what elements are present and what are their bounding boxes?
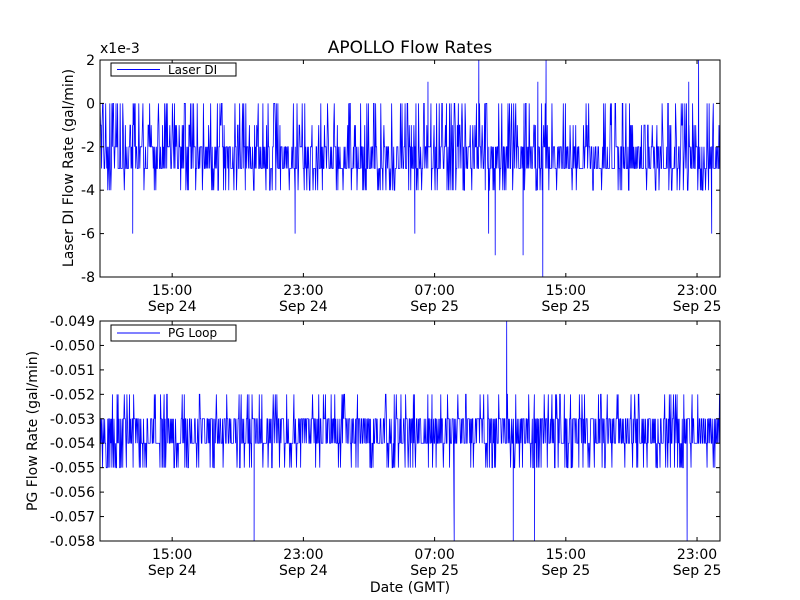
laser-di-y-ticks: 2 0 -2 -4 -6 -8 — [81, 53, 720, 286]
pg-loop-series-line — [100, 321, 720, 541]
pg-loop-y-axis-label: PG Flow Rate (gal/min) — [25, 351, 41, 511]
laser-di-x-tick-time: 23:00 — [677, 283, 717, 299]
pg-loop-axes-frame — [99, 320, 721, 542]
pg-loop-x-tick-date: Sep 25 — [673, 563, 722, 579]
laser-di-legend-box — [110, 62, 237, 77]
laser-di-axes-frame — [99, 59, 721, 278]
pg-loop-x-tick-time: 23:00 — [677, 547, 717, 563]
laser-di-x-tick-date: Sep 25 — [541, 299, 590, 315]
laser-di-legend-label: Laser DI — [168, 63, 217, 77]
laser-di-series-line — [100, 60, 720, 277]
laser-di-x-tick-date: Sep 24 — [279, 299, 328, 315]
laser-di-x-tick-time: 15:00 — [546, 283, 586, 299]
pg-loop-x-tick-date: Sep 24 — [279, 563, 328, 579]
pg-loop-x-tick-date: Sep 24 — [148, 563, 197, 579]
pg-loop-y-tick-label: -0.055 — [50, 461, 95, 477]
laser-di-y-tick-label: 2 — [86, 53, 95, 69]
figure-title: APOLLO Flow Rates — [328, 38, 493, 58]
laser-di-x-tick-time: 23:00 — [283, 283, 323, 299]
laser-di-x-tick-date: Sep 25 — [410, 299, 459, 315]
laser-di-y-tick-label: -2 — [81, 140, 95, 156]
pg-loop-y-tick-label: -0.050 — [50, 338, 95, 354]
laser-di-y-tick-label: -6 — [81, 227, 95, 243]
laser-di-y-tick-label: -8 — [81, 270, 95, 286]
laser-di-y-tick-label: 0 — [86, 96, 95, 112]
pg-loop-y-tick-label: -0.053 — [50, 412, 95, 428]
pg-loop-x-tick-time: 23:00 — [283, 547, 323, 563]
laser-di-offset-label: x1e-3 — [100, 41, 140, 57]
pg-loop-y-tick-label: -0.051 — [50, 363, 95, 379]
pg-loop-x-tick-date: Sep 25 — [541, 563, 590, 579]
pg-loop-series — [100, 321, 720, 541]
pg-loop-x-tick-time: 07:00 — [414, 547, 454, 563]
pg-loop-y-tick-label: -0.056 — [50, 485, 95, 501]
pg-loop-x-tick-date: Sep 25 — [410, 563, 459, 579]
pg-loop-x-tick-time: 15:00 — [152, 547, 192, 563]
pg-loop-subplot: -0.049 -0.050 -0.051 -0.052 -0.053 -0.054 -0.0… — [25, 314, 721, 579]
laser-di-y-axis-label: Laser DI Flow Rate (gal/min) — [61, 69, 77, 267]
pg-loop-x-tick-time: 15:00 — [546, 547, 586, 563]
pg-loop-y-ticks: -0.049 -0.050 -0.051 -0.052 -0.053 -0.054 -0.0… — [50, 314, 720, 550]
laser-di-legend: Laser DI — [110, 62, 237, 77]
laser-di-x-tick-date: Sep 25 — [673, 299, 722, 315]
x-axis-label: Date (GMT) — [370, 580, 450, 596]
pg-loop-y-tick-label: -0.049 — [50, 314, 95, 330]
pg-loop-legend: PG Loop — [110, 324, 237, 342]
laser-di-x-tick-time: 07:00 — [414, 283, 454, 299]
pg-loop-y-tick-label: -0.052 — [50, 387, 95, 403]
pg-loop-y-tick-label: -0.054 — [50, 436, 95, 452]
laser-di-series — [100, 60, 720, 277]
laser-di-x-tick-time: 15:00 — [152, 283, 192, 299]
pg-loop-legend-label: PG Loop — [168, 326, 217, 340]
laser-di-y-tick-label: -4 — [81, 183, 95, 199]
pg-loop-y-tick-label: -0.058 — [50, 534, 95, 550]
laser-di-x-tick-date: Sep 24 — [148, 299, 197, 315]
pg-loop-legend-box — [110, 324, 237, 342]
pg-loop-y-tick-label: -0.057 — [50, 510, 95, 526]
